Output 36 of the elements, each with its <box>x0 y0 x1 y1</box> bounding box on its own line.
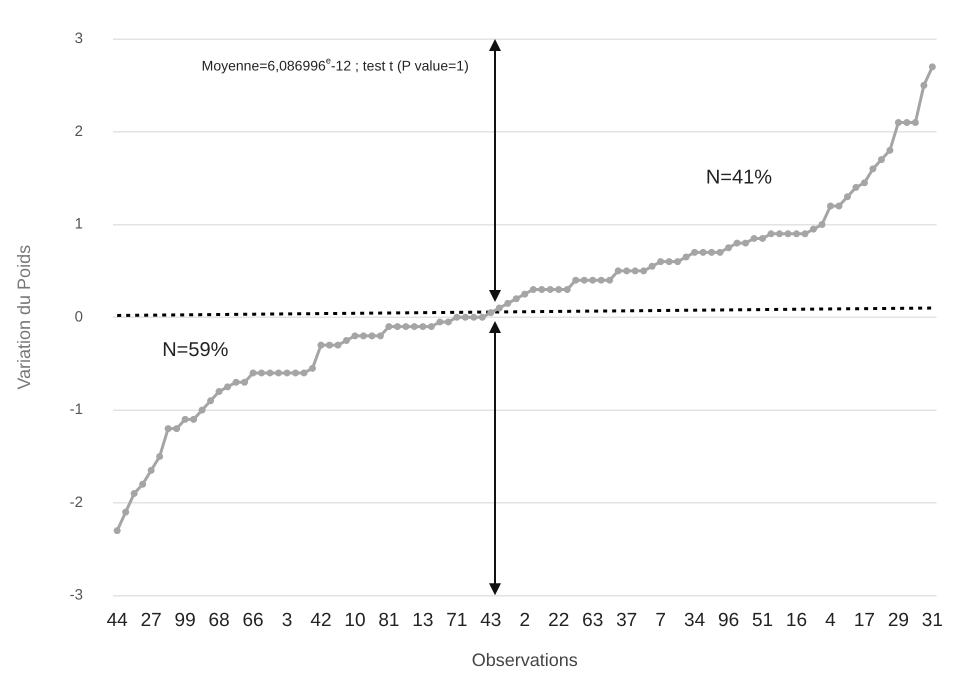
annotation: N=59% <box>162 339 229 362</box>
x-tick-label: 96 <box>718 610 740 632</box>
x-tick-label: 99 <box>174 610 196 632</box>
x-tick-label: 68 <box>208 610 230 632</box>
x-tick-label: 42 <box>310 610 332 632</box>
y-tick-label: 3 <box>74 30 83 48</box>
y-tick-label: 0 <box>74 308 83 326</box>
y-tick-label: -1 <box>70 401 83 418</box>
x-tick-label: 16 <box>786 610 808 632</box>
x-tick-label: 2 <box>519 610 530 632</box>
x-tick-label: 63 <box>582 610 604 632</box>
x-tick-label: 44 <box>106 610 128 632</box>
y-axis-title: Variation du Poids <box>14 244 34 390</box>
x-tick-label: 34 <box>684 610 706 632</box>
y-tick-label: 2 <box>74 122 83 140</box>
x-tick-label: 27 <box>140 610 162 632</box>
x-tick-label: 10 <box>344 610 366 632</box>
y-tick-label: 1 <box>74 216 83 233</box>
x-tick-label: 66 <box>242 610 264 632</box>
x-tick-label: 13 <box>412 610 434 632</box>
x-axis-title: Observations <box>472 650 578 670</box>
x-tick-label: 29 <box>888 610 909 632</box>
x-tick-label: 71 <box>446 610 468 632</box>
x-tick-label: 37 <box>616 610 638 632</box>
x-tick-label: 4 <box>825 610 836 632</box>
x-tick-label: 81 <box>378 610 400 632</box>
x-tick-label: 31 <box>922 610 943 632</box>
x-tick-label: 22 <box>548 610 570 632</box>
y-tick-label: -2 <box>70 494 83 511</box>
x-tick-label: 51 <box>752 610 774 632</box>
x-tick-label: 7 <box>655 610 666 632</box>
x-tick-label: 17 <box>854 610 875 632</box>
x-tick-label: 3 <box>282 610 292 632</box>
annotation: N=41% <box>706 166 772 189</box>
x-tick-label: 43 <box>480 610 502 632</box>
y-tick-label: -3 <box>70 586 83 604</box>
